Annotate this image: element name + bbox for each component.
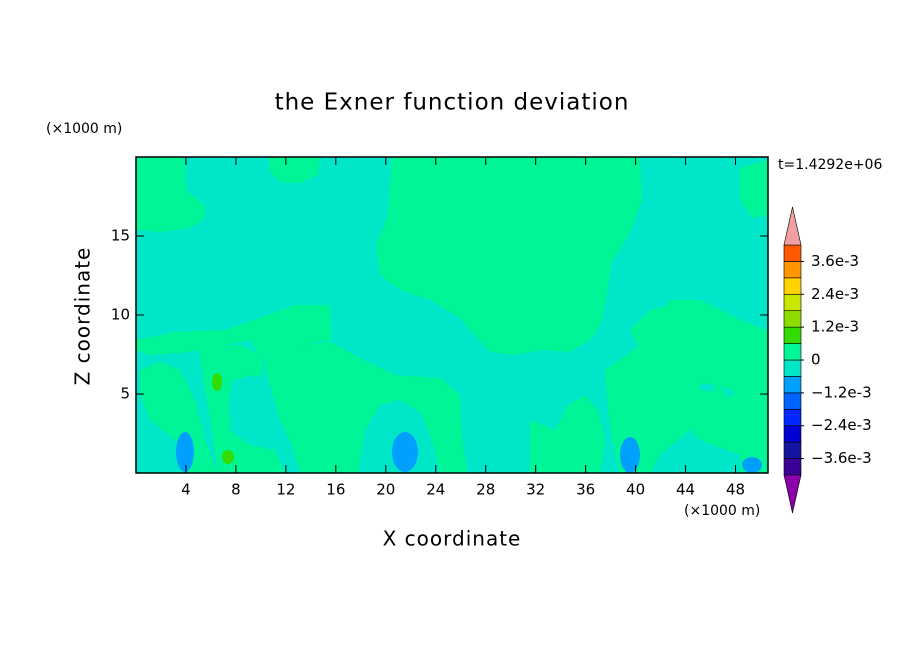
colorbar-box [783,458,802,476]
contour-region [376,157,642,355]
colorbar-box [783,425,802,443]
contour-region [268,157,320,183]
colorbar-box [783,392,802,410]
y-unit: (×1000 m) [46,121,122,137]
x-tick-label: 12 [276,481,295,499]
contour-region [742,457,762,473]
contour-region [700,383,715,392]
x-tick-label: 4 [181,481,191,499]
y-tick-label: 10 [111,306,130,324]
x-tick-label: 24 [426,481,445,499]
contour-region [136,305,332,355]
colorbar-box [783,293,802,312]
x-tick-label: 32 [526,481,545,499]
colorbar-over [783,206,802,246]
colorbar-tick-label: −3.6e-3 [811,449,872,467]
colorbar-tick-label: 3.6e-3 [811,252,859,270]
x-tick-label: 36 [576,481,595,499]
contour-region [620,437,640,473]
contour-region [436,157,528,210]
colorbar-tick-label: −1.2e-3 [811,383,872,401]
y-tick-label: 15 [111,227,130,245]
x-axis-label: X coordinate [383,527,522,551]
x-tick-label: 28 [476,481,495,499]
contour-region [136,157,205,232]
chart-title: the Exner function deviation [275,90,630,116]
colorbar-box [783,343,802,361]
colorbar-box [783,310,802,328]
contour-region [222,450,234,464]
time-label: t=1.4292e+06 [778,157,882,173]
contour-region [720,385,735,398]
colorbar-box [783,244,802,262]
contour-region [140,362,218,473]
y-tick-label: 5 [120,385,130,403]
contour-region [740,160,768,218]
x-tick-label: 16 [326,481,345,499]
x-tick-label: 20 [376,481,395,499]
colorbar-tick-label: 0 [811,351,821,369]
colorbar-box [783,408,802,427]
x-tick-label: 8 [231,481,241,499]
y-axis-label: Z coordinate [71,247,95,386]
contour-region [262,342,468,473]
x-tick-label: 44 [676,481,695,499]
colorbar-under [783,474,802,514]
x-tick-label: 40 [626,481,645,499]
colorbar-tick-label: 2.4e-3 [811,285,859,303]
contour-region [176,432,194,472]
colorbar-box [783,441,802,459]
colorbar-box [783,261,802,279]
colorbar-box [783,326,802,344]
colorbar-box [783,376,802,394]
contour-region [630,305,690,355]
colorbar-box [783,359,802,377]
contour-region [212,373,222,391]
x-unit: (×1000 m) [684,503,760,519]
colorbar-box [783,277,802,295]
contour-region [392,432,418,472]
contour-region [228,375,270,440]
colorbar-tick-label: −2.4e-3 [811,416,872,434]
contour-region [530,395,605,473]
x-tick-label: 48 [726,481,745,499]
colorbar-tick-label: 1.2e-3 [811,318,859,336]
contour-field [136,157,768,473]
